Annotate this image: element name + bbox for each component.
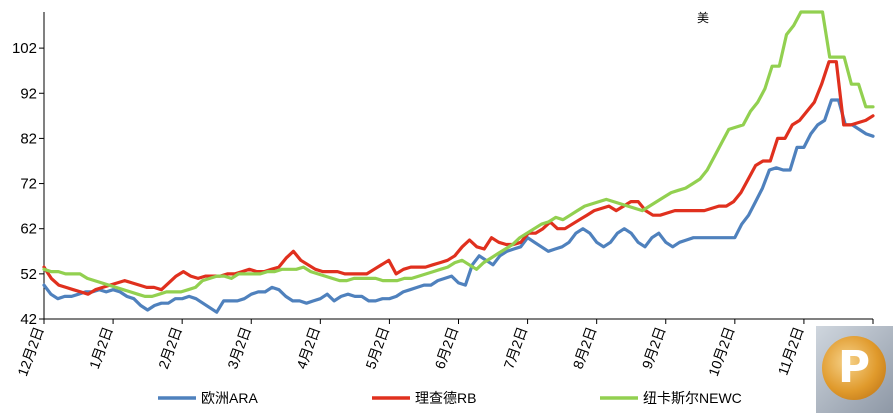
y-tick-label: 52 (20, 266, 37, 283)
y-tick-label: 42 (20, 311, 37, 328)
series-line-0 (42, 98, 875, 314)
logo-letter: P (837, 342, 871, 393)
x-tick-label: 1月2日 (86, 325, 116, 371)
brand-logo: P (816, 326, 893, 413)
x-axis: 12月2日 1月2日 2月2日 3月2日 4月2日 5月2日 6月2日 7月2日 8月2日 9月2… (14, 318, 876, 379)
series-line-1 (42, 60, 875, 296)
y-tick-label: 72 (20, 176, 37, 193)
y-tick-label: 82 (20, 130, 37, 147)
x-tick-label: 12月2日 (14, 325, 47, 379)
x-tick-label: 6月2日 (431, 325, 461, 371)
legend: 欧洲ARA 理查德RB 纽卡斯尔NEWC (158, 390, 742, 406)
x-tick-label: 8月2日 (570, 325, 600, 371)
x-tick-label: 11月2日 (774, 325, 806, 378)
legend-label-1: 理查德RB (415, 390, 476, 406)
series-line-2 (42, 10, 875, 298)
x-tick-label: 9月2日 (639, 325, 669, 371)
legend-label-0: 欧洲ARA (201, 390, 258, 406)
chart-title: 美 (697, 11, 709, 25)
x-tick-label: 2月2日 (155, 325, 185, 371)
logo-disc: P (822, 336, 886, 400)
y-axis: 42 52 62 72 82 92 102 (12, 12, 45, 328)
legend-label-2: 纽卡斯尔NEWC (643, 390, 742, 406)
series-layer (42, 10, 875, 314)
y-tick-label: 62 (20, 221, 37, 238)
x-tick-label: 4月2日 (293, 325, 323, 371)
x-tick-label: 5月2日 (362, 325, 392, 371)
x-tick-label: 10月2日 (705, 325, 738, 379)
x-tick-label: 7月2日 (500, 325, 530, 371)
x-tick-label: 3月2日 (224, 325, 254, 371)
y-tick-label: 92 (20, 85, 37, 102)
y-tick-label: 102 (12, 40, 37, 57)
